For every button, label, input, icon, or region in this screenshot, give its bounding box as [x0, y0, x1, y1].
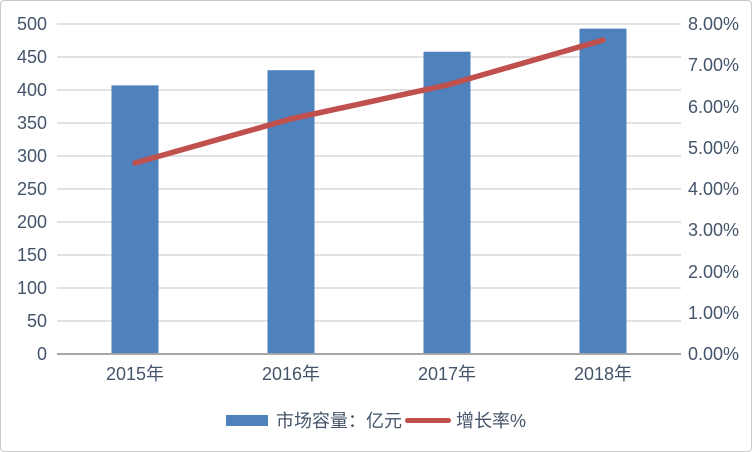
chart-legend: 市场容量：亿元 增长率% — [1, 407, 751, 433]
y-axis-tick-label: 500 — [16, 14, 47, 34]
y-axis-tick-label: 50 — [26, 311, 47, 331]
bar-series-swatch-icon — [225, 414, 268, 426]
y-axis-tick-label: 150 — [16, 245, 47, 265]
x-axis-category-label: 2015年 — [105, 364, 165, 384]
secondary-y-axis-tick-label: 6.00% — [688, 96, 740, 117]
secondary-y-axis-tick-label: 5.00% — [688, 137, 740, 158]
bar-2018年 — [579, 28, 627, 355]
y-axis-tick-label: 100 — [16, 278, 47, 298]
secondary-y-axis-tick-label: 4.00% — [688, 179, 740, 199]
y-axis-tick-label: 200 — [16, 212, 47, 232]
legend-label-market-capacity: 市场容量：亿元 — [275, 411, 402, 431]
legend-label-growth-rate: 增长率% — [455, 411, 526, 431]
secondary-y-axis-tick-label: 2.00% — [688, 261, 740, 282]
y-axis-tick-label: 250 — [16, 179, 47, 199]
secondary-y-axis-tick-label: 8.00% — [688, 14, 740, 34]
legend-item-growth-rate: 增长率% — [402, 407, 526, 433]
y-axis-tick-label: 350 — [16, 113, 47, 133]
growth-rate-line — [132, 37, 606, 166]
line-series-swatch-icon — [404, 417, 451, 423]
bar-2017年 — [423, 51, 471, 354]
y-axis-tick-label: 450 — [16, 47, 47, 67]
secondary-y-axis-tick-label: 0.00% — [688, 344, 740, 364]
x-axis-category-label: 2018年 — [573, 364, 633, 384]
x-axis-category-label: 2016年 — [261, 364, 321, 384]
y-axis-tick-label: 300 — [16, 146, 47, 166]
secondary-y-axis-tick-label: 7.00% — [688, 55, 740, 76]
secondary-y-axis-tick-label: 3.00% — [688, 220, 740, 241]
legend-item-market-capacity: 市场容量：亿元 — [225, 407, 402, 433]
secondary-y-axis-tick-label: 1.00% — [688, 302, 740, 323]
y-axis-tick-label: 400 — [16, 80, 47, 100]
x-axis-category-label: 2017年 — [417, 364, 477, 384]
y-axis-tick-label: 0 — [36, 344, 47, 364]
bar-2015年 — [111, 85, 159, 354]
